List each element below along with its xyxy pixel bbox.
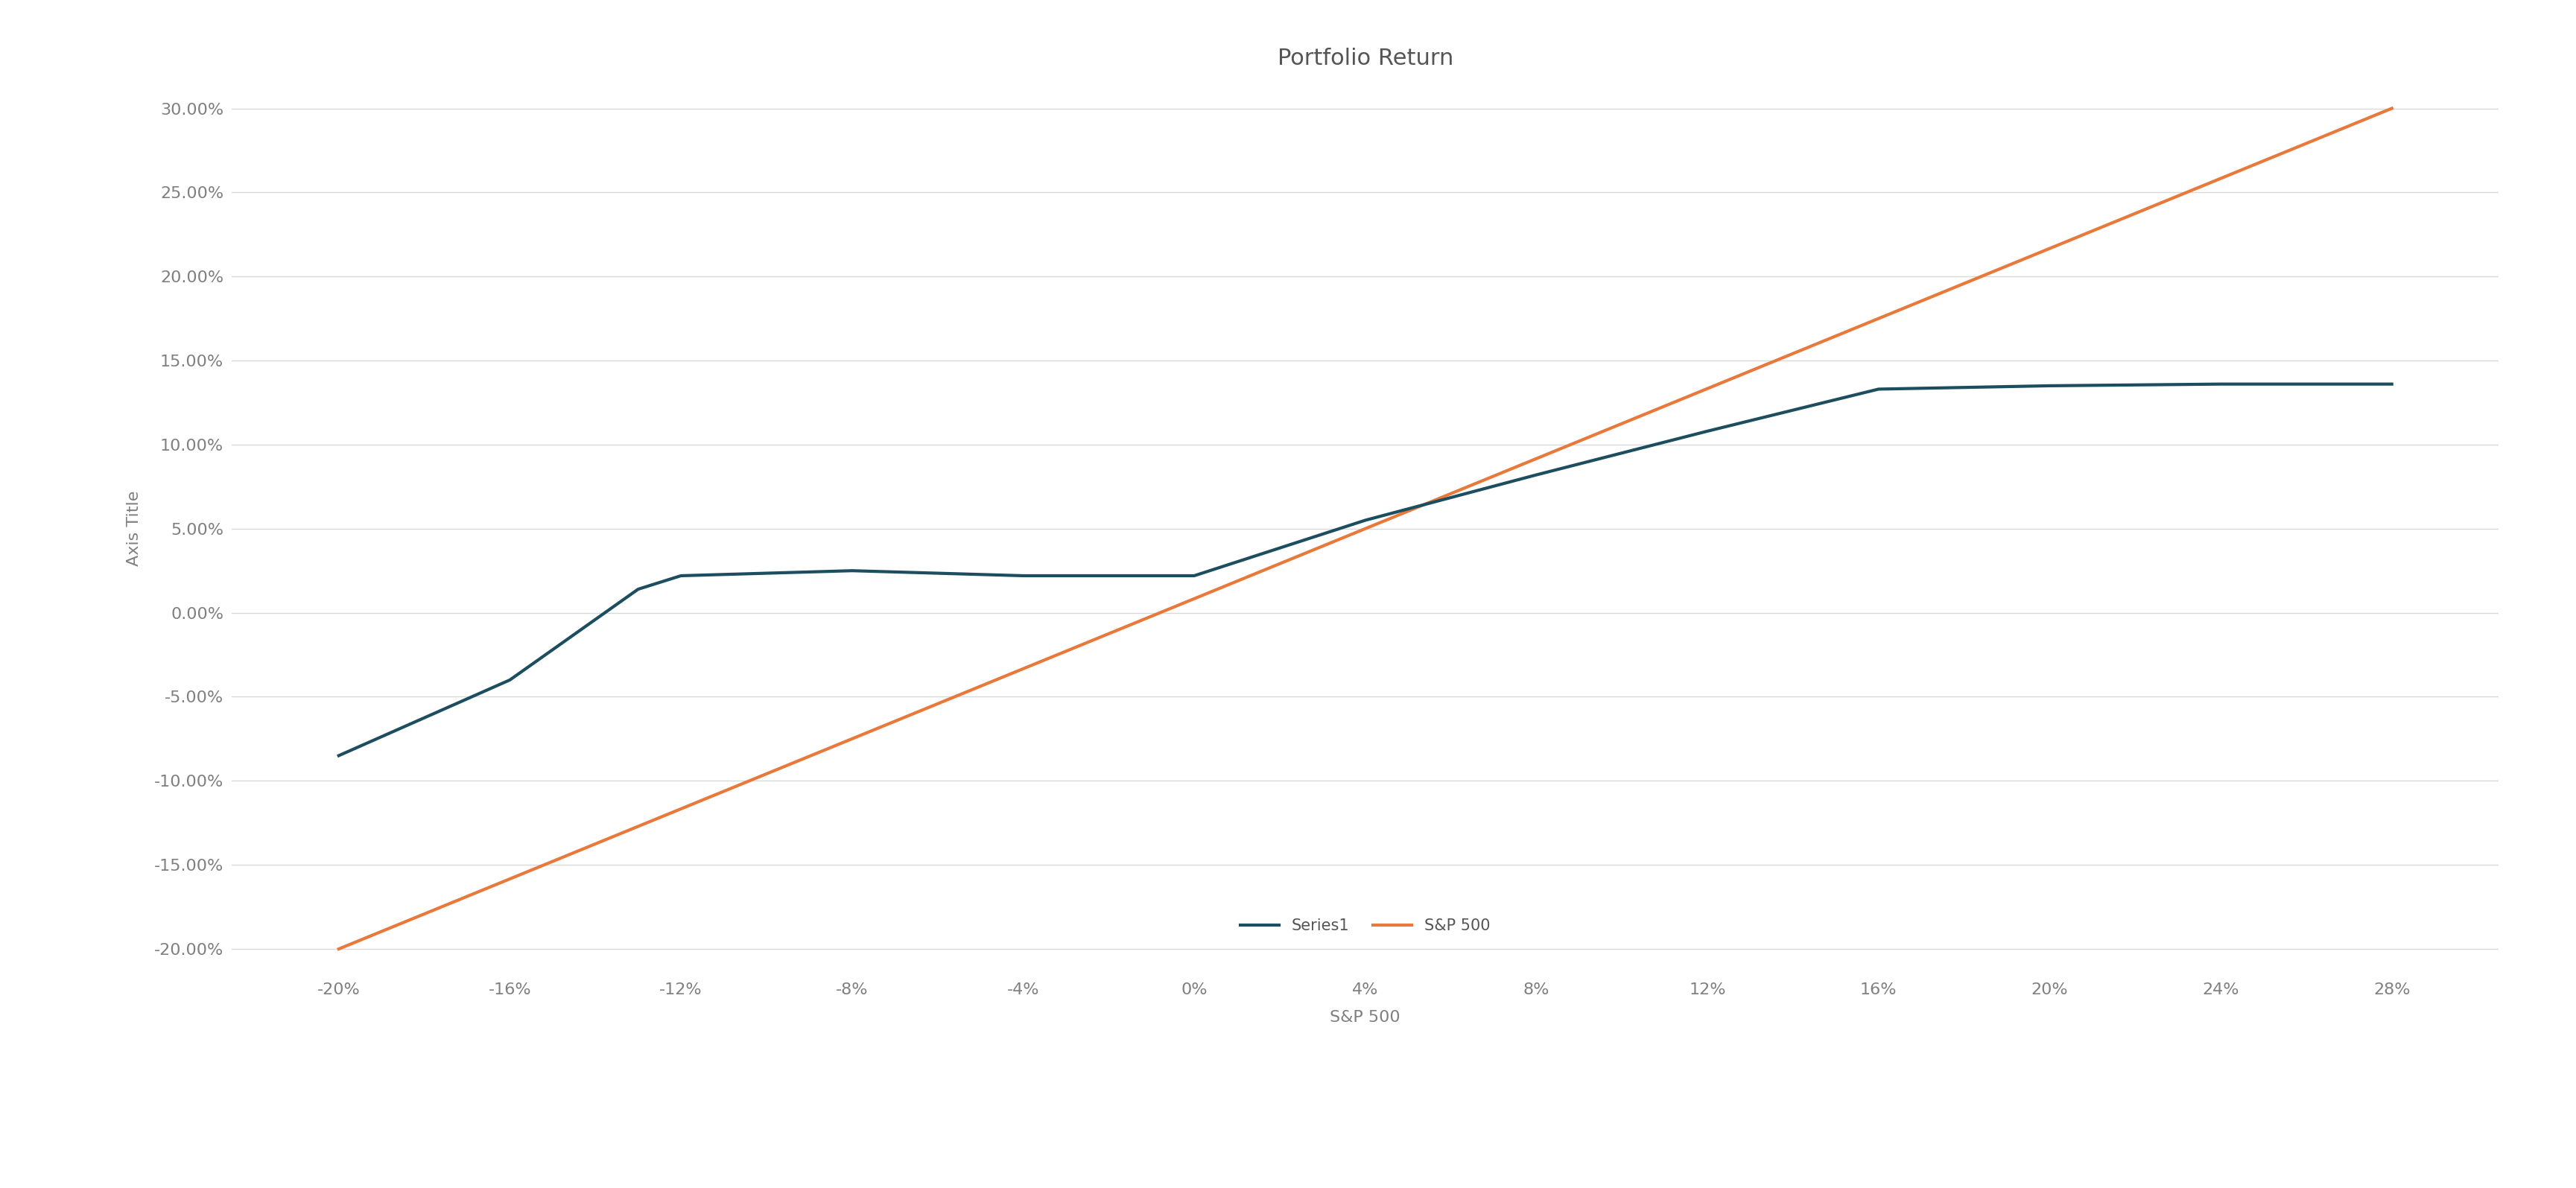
Series1 <box>1350 513 1381 527</box>
Series1 <box>2205 377 2236 391</box>
Legend: Series1, S&P 500: Series1, S&P 500 <box>1234 912 1497 940</box>
Series1 <box>1692 424 1723 438</box>
Series1 <box>2375 377 2406 391</box>
Series1 <box>1520 468 1551 482</box>
Series1 <box>1007 569 1038 583</box>
Series1 <box>325 748 355 763</box>
Series1 <box>1180 569 1211 583</box>
Series1 <box>1862 383 1893 397</box>
X-axis label: S&P 500: S&P 500 <box>1329 1010 1401 1024</box>
Series1 <box>623 582 654 596</box>
Series1 <box>665 569 696 583</box>
Series1 <box>495 672 526 687</box>
Title: Portfolio Return: Portfolio Return <box>1278 48 1453 69</box>
Y-axis label: Axis Title: Axis Title <box>126 491 142 567</box>
Series1 <box>2035 379 2066 393</box>
Line: Series1: Series1 <box>340 384 2391 756</box>
Series1 <box>837 563 868 577</box>
